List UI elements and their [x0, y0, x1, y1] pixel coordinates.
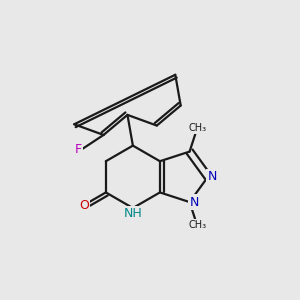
Text: NH: NH	[124, 208, 142, 220]
Text: N: N	[208, 170, 217, 183]
Text: F: F	[75, 142, 82, 155]
Text: CH₃: CH₃	[188, 220, 206, 230]
Text: N: N	[189, 196, 199, 208]
Text: CH₃: CH₃	[188, 123, 206, 134]
Text: O: O	[79, 199, 88, 212]
